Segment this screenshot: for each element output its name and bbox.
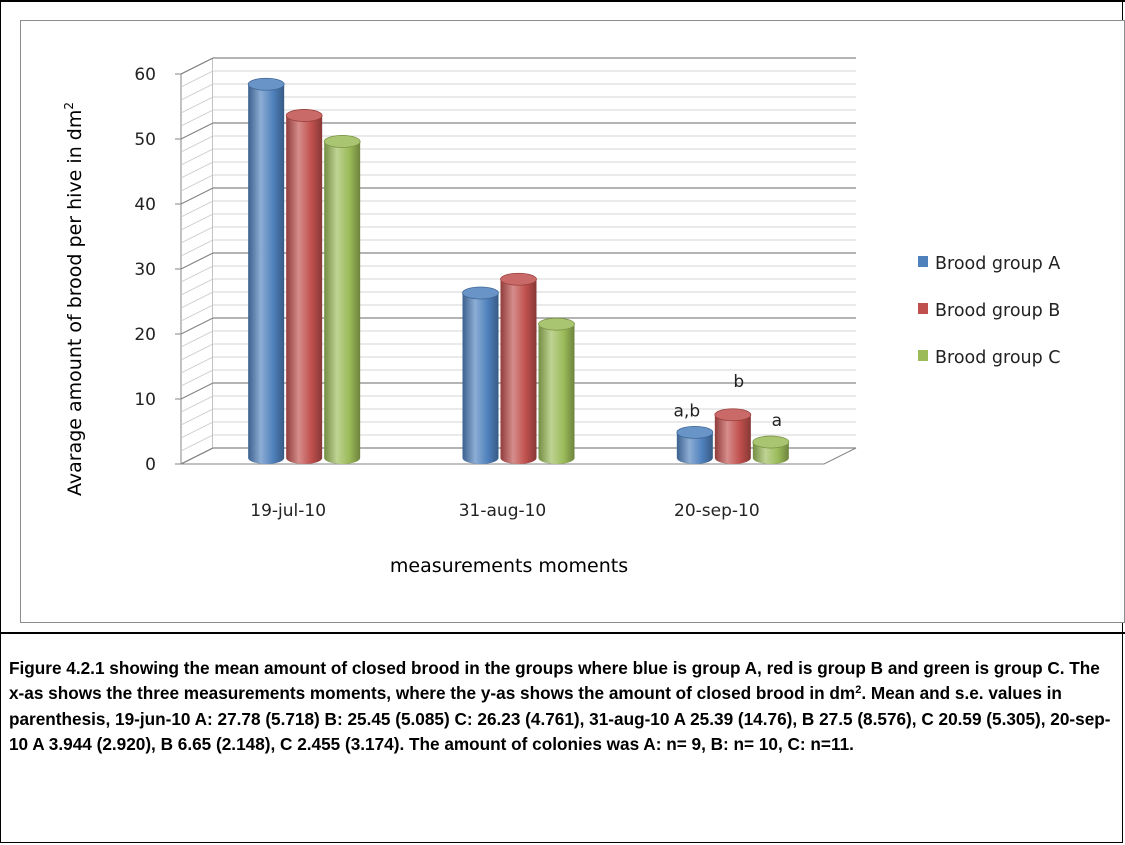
bar-top <box>752 435 790 449</box>
legend-swatch <box>918 303 928 314</box>
minor-gridline <box>180 278 214 296</box>
bar-brood-group-a-31-aug-10 <box>462 286 499 464</box>
legend-label: Brood group C <box>935 348 1061 368</box>
major-gridline <box>180 187 214 205</box>
minor-gridline <box>180 109 214 127</box>
bar-brood-group-b-31-aug-10 <box>500 272 537 464</box>
annotation-label: a <box>772 411 782 431</box>
minor-gridline <box>180 83 214 101</box>
minor-gridline <box>180 434 214 452</box>
minor-gridline <box>180 135 214 153</box>
caption-text-2: . Mean and s.e. values in parenthesis, 1… <box>9 683 1111 754</box>
bar-top <box>676 425 714 439</box>
bar-brood-group-c-20-sep-10 <box>752 435 790 464</box>
bars <box>247 77 790 464</box>
annotations: a,b b a <box>674 372 783 431</box>
legend-swatch <box>918 256 928 267</box>
y-tick-label: 10 <box>134 390 156 410</box>
minor-gridline <box>180 226 214 244</box>
minor-gridline <box>180 356 214 374</box>
minor-gridline <box>180 330 214 348</box>
y-tick-label: 60 <box>134 65 156 85</box>
y-tick-label: 30 <box>134 260 156 280</box>
bar-body <box>462 292 499 464</box>
bar-top <box>285 109 323 122</box>
minor-gridline <box>180 70 214 88</box>
minor-gridline <box>180 343 214 361</box>
bar-body <box>676 432 713 464</box>
bar-brood-group-a-20-sep-10 <box>676 425 714 464</box>
top-border <box>0 0 1125 2</box>
x-tick-label: 20-sep-10 <box>674 501 760 521</box>
caption-text-1: Figure 4.2.1 showing the mean amount of … <box>9 658 1100 704</box>
legend-swatch <box>918 350 928 361</box>
bar-body <box>324 141 361 464</box>
y-tick-labels: 0 10 20 30 40 50 60 <box>134 65 181 475</box>
minor-gridline <box>180 304 214 322</box>
legend-item: Brood group A <box>918 254 1060 274</box>
major-gridline <box>180 447 214 465</box>
bar-top <box>462 286 499 300</box>
minor-gridline <box>180 161 214 179</box>
minor-gridline <box>180 213 214 231</box>
legend: Brood group A Brood group B Brood group C <box>918 254 1061 368</box>
bar-body <box>500 279 537 464</box>
bar-body <box>538 324 575 464</box>
annotation-label: b <box>733 372 744 392</box>
minor-gridline <box>180 421 214 439</box>
y-tick-label: 0 <box>145 455 156 475</box>
bar-body <box>286 115 323 464</box>
bar-top <box>323 135 361 148</box>
x-axis-title: measurements moments <box>390 555 628 577</box>
bar-chart: 0 10 20 30 40 50 60 19-jul-10 31-aug-10 20-sep-1… <box>62 57 1061 577</box>
minor-gridline <box>180 148 214 166</box>
bar-brood-group-c-19-jul-10 <box>323 135 361 464</box>
cell-divider <box>0 632 1125 634</box>
x-tick-label: 19-jul-10 <box>250 501 326 521</box>
bar-body <box>714 414 751 464</box>
major-gridline <box>180 57 214 75</box>
bar-brood-group-c-31-aug-10 <box>538 317 575 464</box>
bar-top <box>500 272 537 286</box>
minor-gridline <box>180 96 214 114</box>
major-gridline <box>180 317 214 335</box>
minor-gridline <box>180 408 214 426</box>
figure-caption: Figure 4.2.1 showing the mean amount of … <box>9 656 1117 757</box>
chart-area: 0 10 20 30 40 50 60 19-jul-10 31-aug-10 20-sep-1… <box>20 20 1125 623</box>
major-gridline <box>180 382 214 400</box>
bar-body <box>248 84 285 464</box>
minor-gridline <box>180 174 214 192</box>
legend-label: Brood group A <box>935 254 1060 274</box>
minor-gridline <box>180 395 214 413</box>
bar-brood-group-b-20-sep-10 <box>714 408 752 464</box>
minor-gridline <box>180 369 214 387</box>
y-tick-label: 40 <box>134 195 156 215</box>
bar-brood-group-a-19-jul-10 <box>247 77 285 464</box>
y-tick-label: 50 <box>134 130 156 150</box>
minor-gridline <box>180 265 214 283</box>
bar-top <box>247 77 285 91</box>
major-gridline <box>180 122 214 140</box>
bar-top <box>538 317 575 331</box>
y-axis-title: Avarage amount of brood per hive in dm2 <box>62 102 86 496</box>
x-tick-labels: 19-jul-10 31-aug-10 20-sep-10 <box>250 501 759 521</box>
minor-gridline <box>180 239 214 257</box>
bar-top <box>714 408 752 422</box>
x-tick-label: 31-aug-10 <box>459 501 547 521</box>
major-gridline <box>180 252 214 270</box>
legend-item: Brood group C <box>918 348 1061 368</box>
legend-label: Brood group B <box>935 301 1060 321</box>
bar-brood-group-b-19-jul-10 <box>285 109 323 464</box>
annotation-label: a,b <box>674 401 701 421</box>
minor-gridline <box>180 291 214 309</box>
minor-gridline <box>180 200 214 218</box>
y-tick-label: 20 <box>134 325 156 345</box>
legend-item: Brood group B <box>918 301 1060 321</box>
caption-superscript: 2 <box>855 684 862 697</box>
